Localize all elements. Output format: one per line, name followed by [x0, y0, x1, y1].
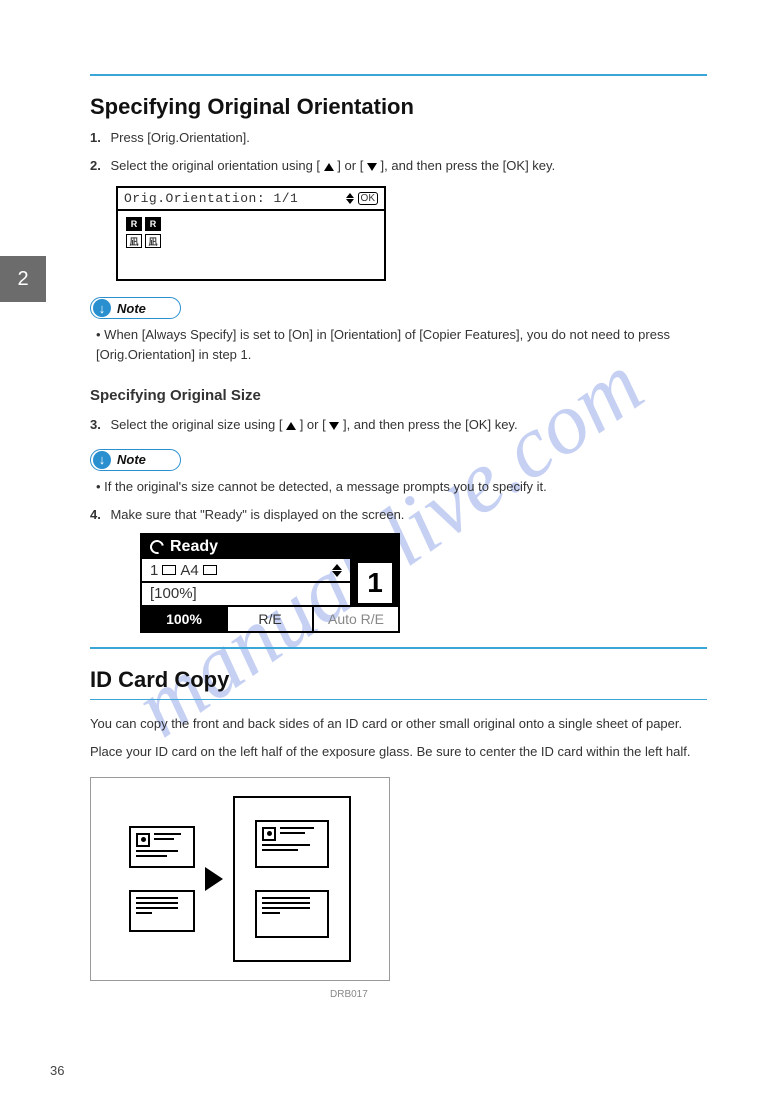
idcard-front-icon	[129, 826, 195, 868]
up-arrow-icon	[324, 163, 334, 171]
step-text: Press [Orig.Orientation].	[110, 130, 249, 145]
lcd1-updown-icon	[346, 193, 354, 204]
output-sheet-icon	[233, 796, 351, 962]
note-label: Note	[117, 452, 146, 467]
paper-tray-icon	[162, 565, 176, 575]
ready-spinner-icon	[147, 538, 166, 557]
page-number: 36	[50, 1063, 64, 1078]
note-badge: ↓ Note	[90, 297, 181, 319]
note-2-text: If the original's size cannot be detecte…	[96, 477, 707, 497]
softkey-100pct[interactable]: 100%	[142, 607, 228, 631]
arrow-right-icon	[205, 867, 223, 891]
step-number: 2.	[90, 158, 101, 173]
down-arrow-icon	[367, 163, 377, 171]
up-arrow-icon	[286, 422, 296, 430]
lcd2-copies-panel: 1	[352, 559, 398, 607]
note-1-text: When [Always Specify] is set to [On] in …	[96, 325, 707, 365]
step-number: 1.	[90, 130, 101, 145]
idcard-para-1: You can copy the front and back sides of…	[90, 714, 707, 734]
softkey-re[interactable]: R/E	[228, 607, 314, 631]
step-text-post: ], and then press the [OK] key.	[381, 158, 556, 173]
orientation-icon: 凪	[145, 234, 161, 248]
section-rule-top	[90, 74, 707, 76]
lcd2-tray-num: 1	[150, 562, 158, 579]
note-arrow-icon: ↓	[93, 451, 111, 469]
down-arrow-icon	[329, 422, 339, 430]
paper-orientation-icon	[203, 565, 217, 575]
note-badge: ↓ Note	[90, 449, 181, 471]
step-number: 3.	[90, 417, 101, 432]
step-3: 3. Select the original size using [ ] or…	[90, 415, 707, 435]
lcd1-page: 1/1	[273, 191, 298, 206]
subheading-specify-size: Specifying Original Size	[90, 384, 707, 407]
diagram-id: DRB017	[330, 989, 707, 1000]
lcd1-ok-indicator: OK	[358, 192, 378, 205]
step-1: 1. Press [Orig.Orientation].	[90, 128, 707, 148]
lcd2-ratio-display: [100%]	[142, 583, 352, 607]
step-sep: ] or [	[300, 417, 330, 432]
lcd-ready-screen: Ready 1 A4 [100%] 1 100% R/E Auto R/E	[140, 533, 400, 633]
section-heading-orientation: Specifying Original Orientation	[90, 94, 707, 120]
section-rule	[90, 647, 707, 649]
lcd2-copies-value: 1	[358, 563, 392, 603]
lcd2-status: Ready	[170, 538, 218, 556]
step-text: Make sure that "Ready" is displayed on t…	[110, 507, 404, 522]
lcd1-option-row-2: 凪 凪	[126, 234, 376, 248]
step-2: 2. Select the original orientation using…	[90, 156, 707, 176]
step-4: 4. Make sure that "Ready" is displayed o…	[90, 505, 707, 525]
step-text-pre: Select the original size using [	[110, 417, 282, 432]
idcard-diagram	[90, 777, 390, 981]
softkey-auto-re[interactable]: Auto R/E	[314, 607, 398, 631]
orientation-icon: R	[145, 217, 161, 231]
section-rule-sub	[90, 699, 707, 700]
idcard-para-2: Place your ID card on the left half of t…	[90, 742, 707, 762]
lcd1-option-row-1: R R	[126, 217, 376, 231]
step-text-post: ], and then press the [OK] key.	[343, 417, 518, 432]
idcard-back-icon	[129, 890, 195, 932]
step-sep: ] or [	[337, 158, 367, 173]
step-number: 4.	[90, 507, 101, 522]
orientation-icon: R	[126, 217, 142, 231]
note-arrow-icon: ↓	[93, 299, 111, 317]
note-label: Note	[117, 301, 146, 316]
section-heading-idcard: ID Card Copy	[90, 667, 707, 693]
lcd2-updown-icon	[332, 564, 342, 577]
lcd1-title: Orig.Orientation:	[124, 191, 265, 206]
lcd-orig-orientation: Orig.Orientation: 1/1 OK R R 凪 凪	[116, 186, 386, 281]
step-text-pre: Select the original orientation using [	[110, 158, 320, 173]
orientation-icon: 凪	[126, 234, 142, 248]
lcd2-paper-size: A4	[180, 562, 198, 579]
